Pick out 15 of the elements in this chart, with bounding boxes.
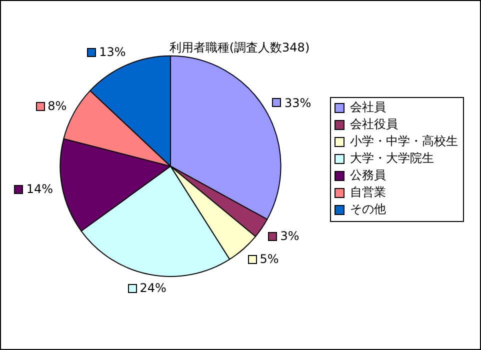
legend-label: その他 (350, 202, 386, 216)
legend-label: 会社員 (350, 100, 386, 114)
data-label: 13% (99, 45, 126, 60)
data-label: 3% (280, 229, 300, 244)
legend-label: 会社役員 (350, 117, 398, 132)
legend-label: 自営業 (350, 185, 386, 200)
legend-label: 大学・大学院生 (350, 151, 434, 166)
legend-label: 公務員 (350, 168, 386, 182)
chart-title: 利用者職種(調査人数348) (169, 40, 310, 54)
data-label: 5% (260, 252, 279, 266)
data-label: 8% (48, 99, 67, 114)
data-label: 24% (140, 281, 166, 296)
legend-label: 小学・中学・高校生 (350, 134, 458, 148)
data-label: 14% (26, 182, 54, 196)
data-label: 33% (284, 96, 312, 110)
